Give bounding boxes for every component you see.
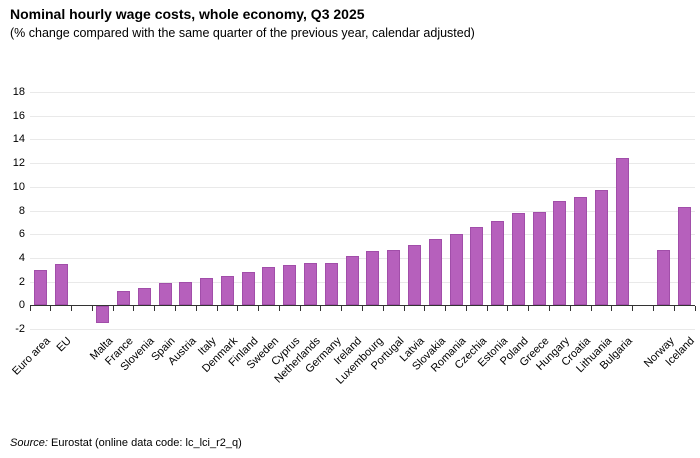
x-axis-tick xyxy=(611,306,613,312)
bar-greece xyxy=(532,211,546,306)
x-axis-tick xyxy=(216,306,218,312)
x-axis-tick xyxy=(278,306,280,312)
y-axis-tick-label: -2 xyxy=(15,323,25,335)
x-axis-tick xyxy=(50,306,52,312)
bar-italy xyxy=(200,278,214,306)
x-axis-label-euro-area: Euro area xyxy=(10,335,53,378)
x-axis-tick xyxy=(320,306,322,312)
x-axis-tick xyxy=(362,306,363,312)
x-axis-tick xyxy=(29,306,31,312)
x-axis-tick xyxy=(694,306,696,312)
x-axis-tick xyxy=(341,306,343,312)
bar-germany xyxy=(324,262,338,306)
bar-bulgaria xyxy=(615,158,629,306)
bar-denmark xyxy=(220,275,234,306)
y-axis-tick-label: 8 xyxy=(18,204,25,217)
x-axis-tick xyxy=(133,306,135,312)
x-axis-label-eu: EU xyxy=(54,335,74,355)
x-axis-tick xyxy=(590,306,592,312)
x-axis-tick xyxy=(465,306,467,312)
x-axis-tick xyxy=(569,306,571,312)
gridline xyxy=(30,139,695,141)
bar-cyprus xyxy=(283,265,297,306)
y-axis-tick-label: 2 xyxy=(18,275,25,288)
bar-malta xyxy=(96,306,110,323)
x-axis-tick xyxy=(486,306,488,312)
y-axis-tick-label: 10 xyxy=(12,180,25,193)
gridline xyxy=(30,329,695,330)
x-axis-tick xyxy=(299,306,301,312)
bar-eu xyxy=(54,263,68,306)
source-label: Source: xyxy=(10,437,48,449)
y-axis-tick-label: 4 xyxy=(18,251,25,264)
x-axis-tick xyxy=(445,306,447,312)
bar-croatia xyxy=(574,197,588,306)
x-axis-tick xyxy=(424,306,426,312)
plot-area xyxy=(29,92,696,330)
gridline xyxy=(30,186,695,188)
gridline xyxy=(30,281,695,283)
bar-iceland xyxy=(678,206,692,306)
chart-subtitle: (% change compared with the same quarter… xyxy=(10,26,475,40)
bar-austria xyxy=(179,281,193,306)
bar-ireland xyxy=(345,255,359,306)
bar-france xyxy=(117,291,131,306)
bar-czechia xyxy=(470,227,484,306)
bar-netherlands xyxy=(304,262,318,306)
y-axis-tick-label: 6 xyxy=(18,228,25,241)
x-axis-tick xyxy=(91,306,93,312)
x-axis-tick xyxy=(112,306,114,312)
y-axis-tick-label: 14 xyxy=(12,133,25,146)
x-axis-tick xyxy=(174,306,176,312)
bar-luxembourg xyxy=(366,250,380,306)
gridline xyxy=(30,163,695,165)
x-axis-tick xyxy=(258,306,260,312)
bar-norway xyxy=(657,249,671,306)
x-axis-tick xyxy=(549,306,551,312)
bar-euro-area xyxy=(33,269,47,306)
y-axis-tick-label: 16 xyxy=(12,109,25,122)
x-axis-tick xyxy=(632,306,634,312)
x-axis-tick xyxy=(195,306,197,312)
x-axis-line xyxy=(30,305,695,307)
bar-poland xyxy=(511,212,525,306)
bar-latvia xyxy=(407,244,421,306)
gridline xyxy=(30,210,695,212)
gridline xyxy=(30,92,695,93)
bar-spain xyxy=(158,282,172,306)
x-axis-tick xyxy=(673,306,675,312)
x-axis-tick xyxy=(154,306,156,312)
bar-slovenia xyxy=(137,287,151,306)
x-axis-tick xyxy=(403,306,405,312)
x-axis-tick xyxy=(71,306,73,312)
bar-lithuania xyxy=(594,190,608,306)
x-axis-tick xyxy=(652,306,654,312)
gridline xyxy=(30,257,695,259)
gridline xyxy=(30,115,695,117)
bar-slovakia xyxy=(428,238,442,306)
bar-hungary xyxy=(553,201,567,306)
y-axis-tick-label: 18 xyxy=(12,86,25,98)
x-axis-tick xyxy=(528,306,530,312)
bar-portugal xyxy=(387,249,401,306)
source-note: Source: Eurostat (online data code: lc_l… xyxy=(10,437,242,449)
x-axis-tick xyxy=(382,306,384,312)
bar-finland xyxy=(241,272,255,306)
x-axis-tick xyxy=(237,306,239,312)
chart-title: Nominal hourly wage costs, whole economy… xyxy=(10,6,365,22)
gridline xyxy=(30,234,695,236)
source-text: Eurostat (online data code: lc_lci_r2_q) xyxy=(50,437,242,449)
bar-sweden xyxy=(262,267,276,306)
y-axis-tick-label: 0 xyxy=(18,299,25,312)
y-axis-tick-label: 12 xyxy=(12,157,25,170)
bar-estonia xyxy=(491,221,505,306)
x-axis-tick xyxy=(507,306,509,312)
bar-romania xyxy=(449,234,463,306)
